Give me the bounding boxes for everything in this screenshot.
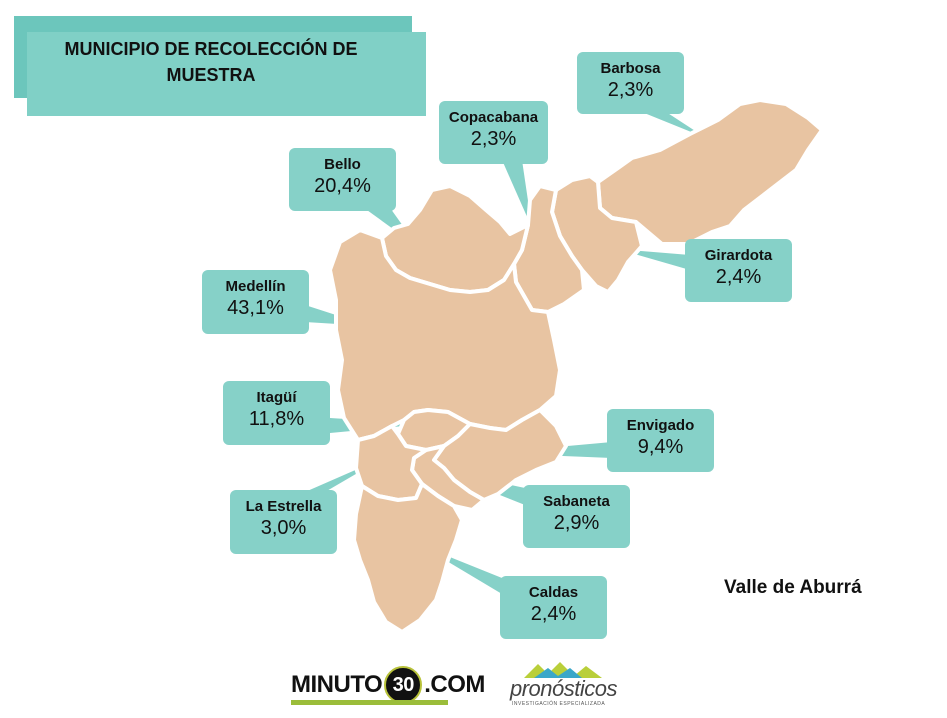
minuto30-underline	[291, 700, 448, 705]
map-title: MUNICIPIO DE RECOLECCIÓN DE MUESTRA	[64, 39, 358, 85]
municipality-name: Bello	[324, 156, 361, 173]
region-medellin	[328, 228, 562, 442]
callout-laestrella: La Estrella 3,0%	[230, 490, 337, 554]
municipality-name: Sabaneta	[543, 493, 610, 510]
municipality-percent: 9,4%	[637, 436, 684, 458]
callout-girardota: Girardota 2,4%	[685, 239, 792, 302]
callout-envigado: Envigado 9,4%	[607, 409, 714, 472]
callout-barbosa: Barbosa 2,3%	[577, 52, 684, 114]
pointer-copacabana	[502, 160, 532, 228]
municipality-percent: 2,3%	[607, 79, 654, 101]
municipality-name: Girardota	[704, 247, 773, 264]
municipality-percent: 43,1%	[227, 297, 284, 319]
logo-word-minuto: MINUTO	[291, 671, 383, 698]
title-front-panel	[27, 32, 426, 116]
logo-word-com: .COM	[424, 671, 485, 698]
municipality-percent: 2,9%	[553, 512, 600, 534]
region-barbosa	[596, 98, 824, 246]
municipality-name: La Estrella	[245, 498, 322, 515]
municipality-percent: 11,8%	[248, 408, 305, 430]
pointer-barbosa	[632, 108, 706, 138]
region-caldas	[352, 482, 464, 634]
municipality-name: Caldas	[528, 584, 579, 601]
minuto30-logo: MINUTO 30 .COM	[291, 664, 485, 706]
callout-medellin: Medellín 43,1%	[202, 270, 309, 334]
logo-number-circle: 30	[384, 666, 423, 704]
municipality-percent: 2,4%	[715, 266, 762, 288]
municipality-percent: 20,4%	[314, 175, 371, 197]
pronosticos-word: pronósticos	[510, 676, 618, 701]
municipality-percent: 3,0%	[260, 517, 307, 539]
pronosticos-subtitle: INVESTIGACIÓN ESPECIALIZADA	[512, 701, 606, 707]
map-regions	[328, 98, 824, 634]
municipality-name: Itagüí	[256, 389, 297, 406]
municipality-name: Envigado	[626, 417, 695, 434]
municipality-name: Medellín	[225, 278, 286, 295]
callout-sabaneta: Sabaneta 2,9%	[523, 485, 630, 548]
callout-bello: Bello 20,4%	[289, 148, 396, 211]
mountain-icon	[524, 662, 602, 678]
callout-copacabana: Copacabana 2,3%	[439, 101, 548, 164]
region-label: Valle de Aburrá	[724, 577, 862, 598]
callout-caldas: Caldas 2,4%	[500, 576, 607, 639]
callout-itagui: Itagüí 11,8%	[223, 381, 330, 445]
municipality-name: Copacabana	[448, 109, 539, 126]
pronosticos-logo: pronósticos INVESTIGACIÓN ESPECIALIZADA	[510, 660, 620, 710]
municipality-percent: 2,4%	[530, 603, 577, 625]
municipality-name: Barbosa	[600, 60, 661, 77]
municipality-percent: 2,3%	[470, 128, 517, 150]
